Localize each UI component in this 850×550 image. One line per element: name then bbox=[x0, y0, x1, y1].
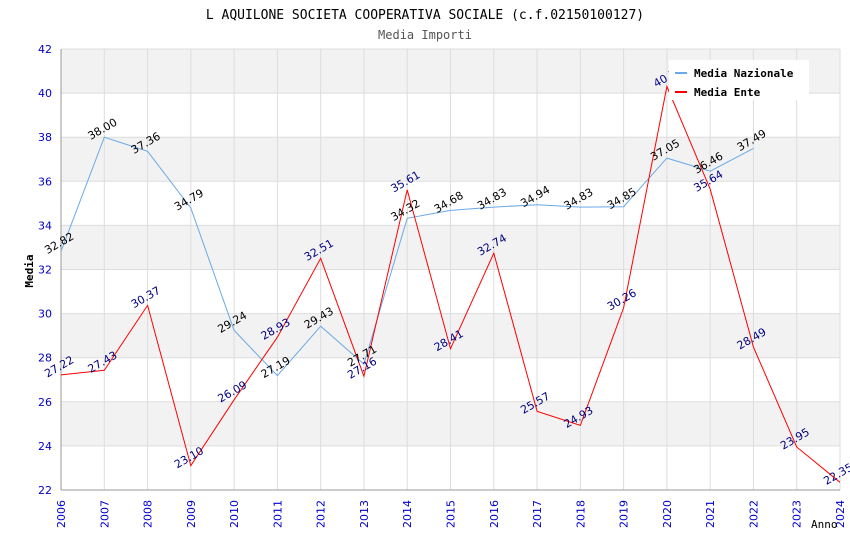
y-tick-label: 36 bbox=[38, 175, 52, 188]
y-axis-ticks: 22 24 26 28 30 32 34 36 38 40 42 bbox=[38, 43, 52, 497]
y-tick-label: 30 bbox=[38, 308, 52, 321]
series-lines bbox=[60, 84, 841, 483]
gridlines bbox=[60, 48, 841, 491]
x-tick-label: 2014 bbox=[401, 500, 414, 528]
x-tick-label: 2009 bbox=[185, 500, 198, 528]
data-label: 34.68 bbox=[432, 189, 466, 216]
x-tick-label: 2010 bbox=[228, 500, 241, 528]
y-tick-label: 22 bbox=[38, 484, 52, 497]
x-tick-label: 2008 bbox=[142, 500, 155, 528]
data-label: 34.83 bbox=[475, 186, 509, 213]
x-tick-label: 2007 bbox=[98, 500, 111, 528]
y-tick-label: 34 bbox=[38, 219, 52, 232]
legend: Media Nazionale Media Ente bbox=[669, 60, 809, 100]
y-tick-label: 38 bbox=[38, 131, 52, 144]
x-tick-label: 2011 bbox=[271, 500, 284, 528]
x-tick-label: 2015 bbox=[445, 500, 458, 528]
data-label: 34.83 bbox=[562, 186, 596, 213]
legend-entry: Media Ente bbox=[694, 86, 761, 99]
y-tick-label: 26 bbox=[38, 396, 52, 409]
x-tick-label: 2019 bbox=[618, 500, 631, 528]
data-label: 22.35 bbox=[821, 461, 850, 488]
chart-subtitle: Media Importi bbox=[378, 28, 472, 42]
x-tick-label: 2013 bbox=[358, 500, 371, 528]
legend-entry: Media Nazionale bbox=[694, 67, 794, 80]
data-label: 34.85 bbox=[605, 185, 639, 212]
data-label: 26.09 bbox=[215, 378, 249, 405]
x-tick-label: 2021 bbox=[704, 500, 717, 528]
x-tick-label: 2024 bbox=[834, 500, 847, 528]
y-tick-label: 24 bbox=[38, 440, 52, 453]
x-tick-label: 2018 bbox=[574, 500, 587, 528]
y-tick-label: 42 bbox=[38, 43, 52, 56]
data-label: 30.26 bbox=[605, 286, 639, 313]
y-tick-label: 40 bbox=[38, 87, 52, 100]
series-line-media-nazionale bbox=[60, 136, 754, 377]
x-tick-label: 2022 bbox=[747, 500, 760, 528]
x-axis-ticks: 2006 2007 2008 2009 2010 2011 2012 2013 2014 2015… bbox=[55, 500, 847, 528]
series-line-media-ente bbox=[60, 84, 841, 483]
data-label: 23.10 bbox=[172, 444, 206, 471]
x-tick-label: 2016 bbox=[488, 500, 501, 528]
data-label: 34.94 bbox=[518, 183, 552, 210]
chart-title: L AQUILONE SOCIETA COOPERATIVA SOCIALE (… bbox=[206, 8, 644, 23]
x-tick-label: 2006 bbox=[55, 500, 68, 528]
y-tick-label: 28 bbox=[38, 352, 52, 365]
x-tick-label: 2017 bbox=[531, 500, 544, 528]
data-label: 34.32 bbox=[389, 197, 423, 224]
y-axis-label: Media bbox=[23, 254, 36, 287]
y-tick-label: 32 bbox=[38, 264, 52, 277]
data-label: 30.37 bbox=[129, 284, 163, 311]
x-tick-label: 2020 bbox=[661, 500, 674, 528]
x-tick-label: 2012 bbox=[315, 500, 328, 528]
x-tick-label: 2023 bbox=[791, 500, 804, 528]
legend-box bbox=[669, 60, 809, 100]
x-axis-label: Anno bbox=[811, 518, 838, 531]
